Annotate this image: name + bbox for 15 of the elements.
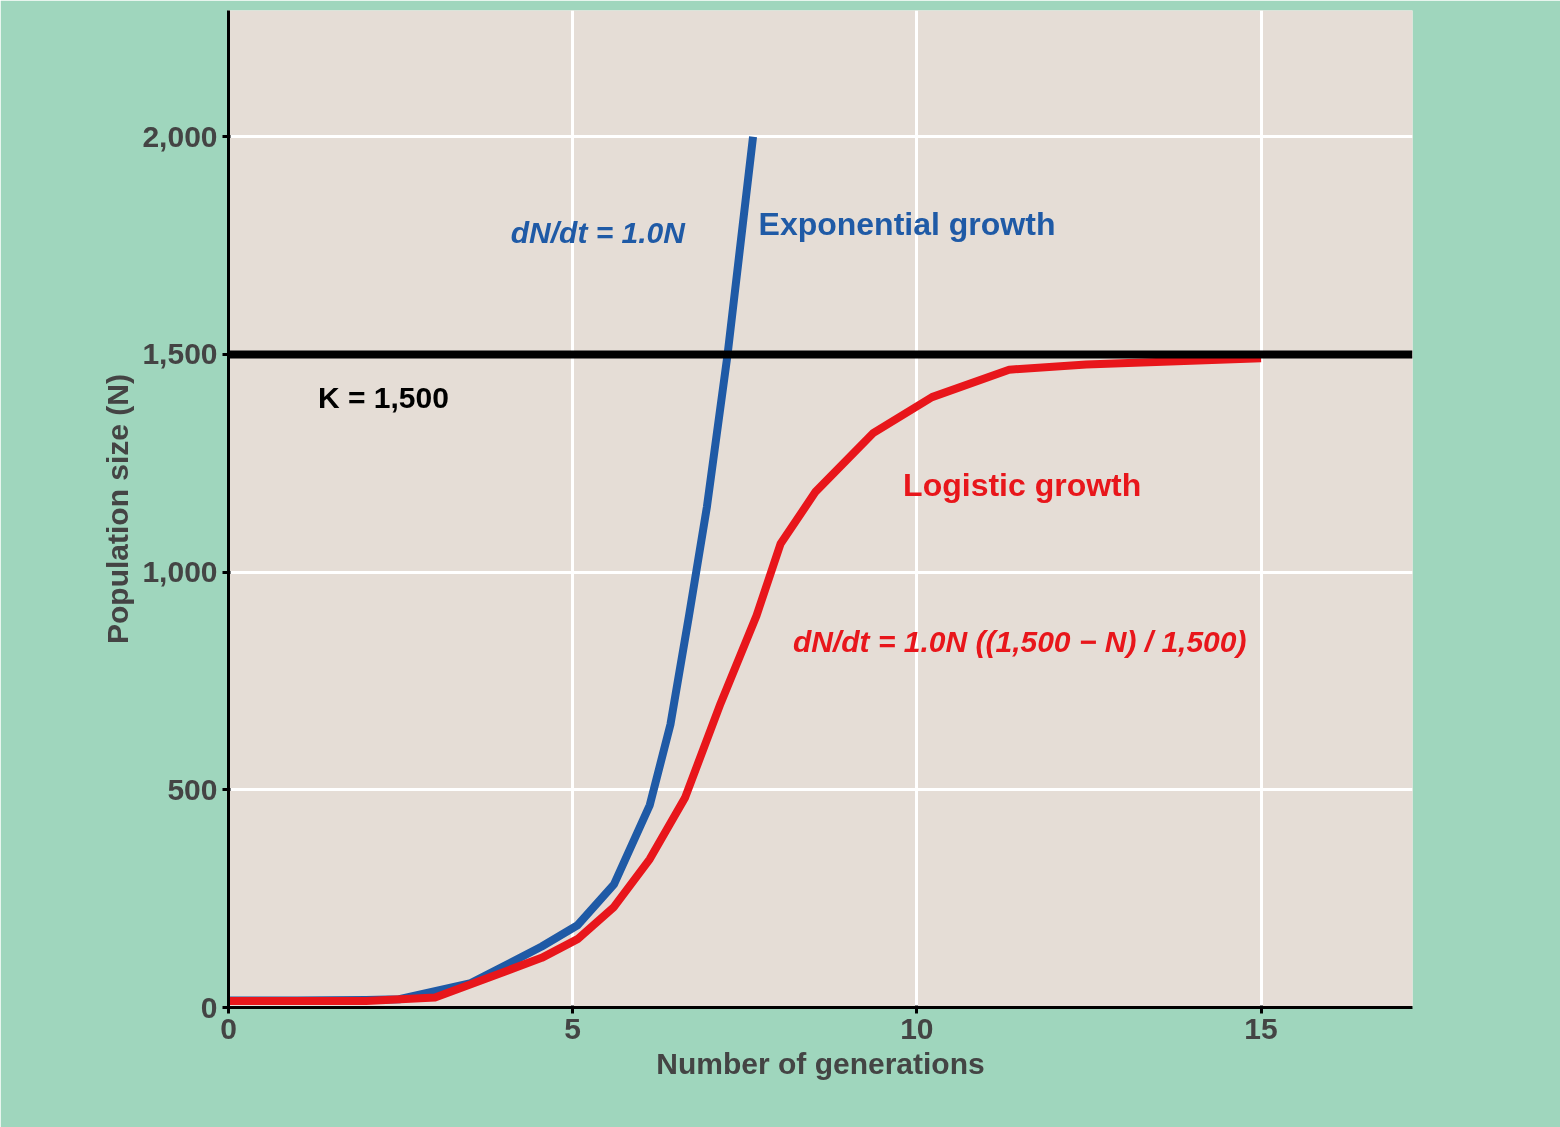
x-axis-title: Number of generations [656,1046,985,1080]
x-tick-label: 10 [900,1011,934,1045]
y-tick-label: 2,000 [142,119,218,153]
x-tick-label: 15 [1244,1011,1278,1045]
series-label: Exponential growth [758,205,1056,242]
series-label: Logistic growth [903,467,1142,504]
annotation: dN/dt = 1.0N [510,216,687,250]
y-tick-label: 1,500 [142,337,218,371]
x-tick-label: 5 [564,1011,582,1045]
annotation: dN/dt = 1.0N ((1,500 − N) / 1,500) [792,625,1247,659]
y-tick-label: 0 [200,990,218,1024]
ref-line-label: K = 1,500 [317,380,449,414]
y-tick-label: 500 [167,772,218,806]
y-tick-label: 1,000 [142,555,218,589]
y-axis-title: Population size (N) [101,374,135,644]
